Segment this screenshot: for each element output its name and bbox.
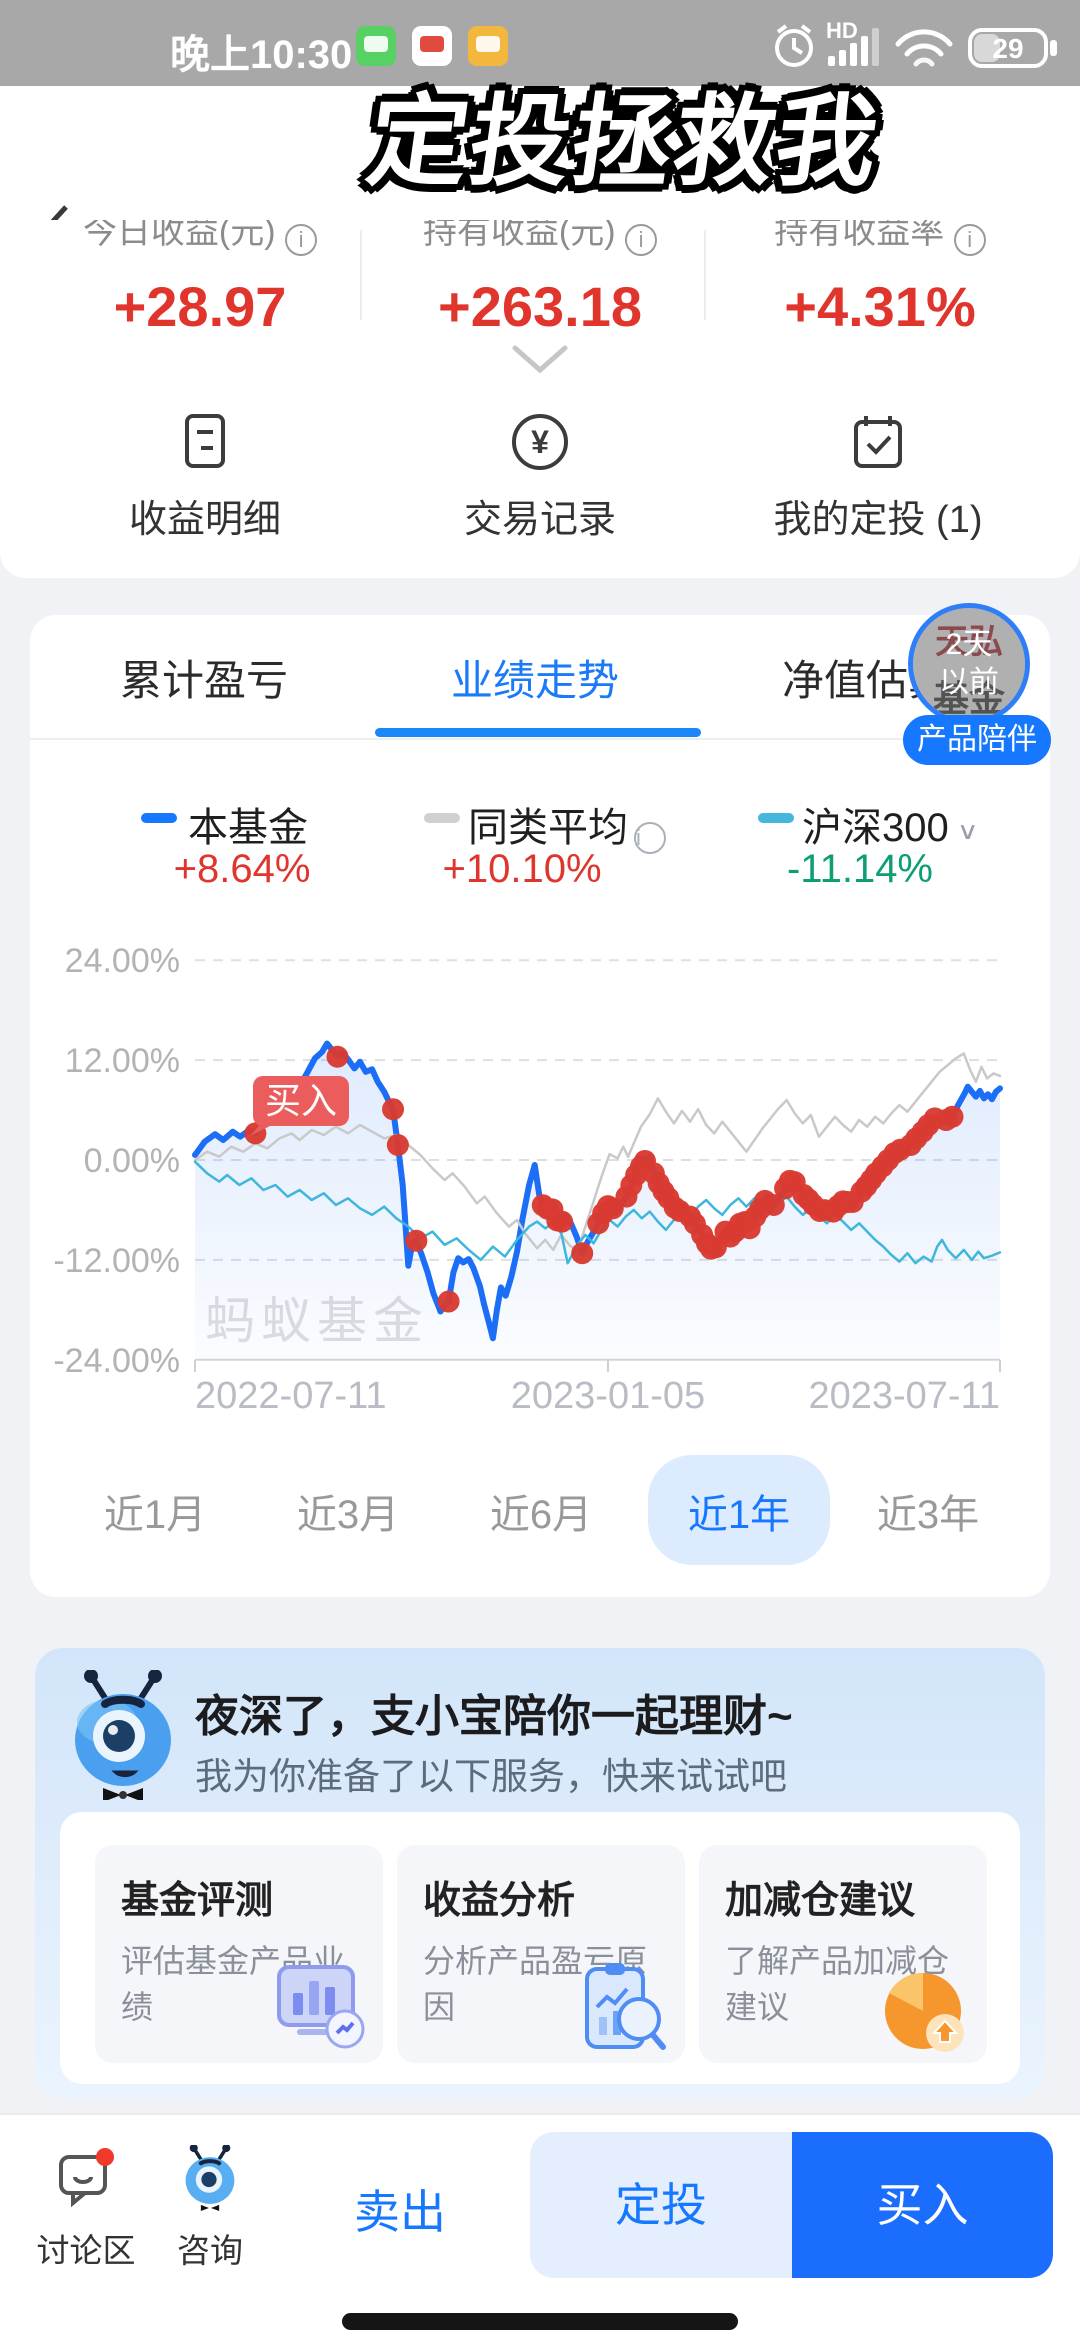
service-profit-analysis[interactable]: 收益分析 分析产品盈亏原因 bbox=[397, 1845, 685, 2063]
assistant-robot-avatar bbox=[75, 1670, 171, 1800]
divider bbox=[30, 738, 1050, 740]
svg-text:2022-07-11: 2022-07-11 bbox=[195, 1375, 387, 1417]
assistant-card: 夜深了，支小宝陪你一起理财~ 我为你准备了以下服务，快来试试吧 基金评测 评估基… bbox=[35, 1648, 1045, 2098]
stat-holding-yield: 持有收益率 i +4.31% bbox=[700, 220, 1060, 338]
stat-holding-profit: 持有收益(元) i +263.18 bbox=[360, 220, 720, 338]
active-tab-underline bbox=[375, 728, 701, 737]
product-companion-pill[interactable]: 产品陪伴 bbox=[903, 715, 1051, 765]
buy-tag: 买入 bbox=[265, 1080, 337, 1121]
svg-text:2023-01-05: 2023-01-05 bbox=[511, 1375, 705, 1417]
stat-today-profit: 今日收益(元) i +28.97 bbox=[20, 220, 380, 338]
legend-name-fund: 本基金 bbox=[188, 806, 308, 850]
legend-dash-index bbox=[758, 813, 794, 823]
status-time: 晚上10:30 bbox=[170, 33, 353, 77]
divider bbox=[704, 230, 706, 320]
service-fund-evaluation[interactable]: 基金评测 评估基金产品业绩 bbox=[95, 1845, 383, 2063]
action-transaction-record[interactable]: ¥ 交易记录 bbox=[410, 410, 670, 543]
performance-line-chart[interactable]: 24.00% 12.00% 0.00% -12.00% -24.00% 2022-07-1… bbox=[0, 930, 1080, 1435]
range-3y[interactable]: 近3年 bbox=[876, 1493, 980, 1537]
my-aip-icon bbox=[748, 410, 1008, 474]
consult-robot-icon bbox=[185, 2143, 235, 2211]
legend-name-peer: 同类平均 i bbox=[468, 795, 666, 854]
info-icon[interactable]: i bbox=[634, 822, 666, 854]
info-icon[interactable]: i bbox=[953, 224, 986, 256]
legend-value-peer: +10.10% bbox=[442, 847, 602, 891]
info-icon[interactable]: i bbox=[285, 224, 318, 256]
range-1m[interactable]: 近1月 bbox=[103, 1493, 207, 1537]
svg-text:0.00%: 0.00% bbox=[84, 1142, 180, 1180]
stat-value: +263.18 bbox=[438, 275, 642, 338]
fund-evaluation-icon bbox=[277, 1965, 365, 2049]
tab-performance-trend[interactable]: 业绩走势 bbox=[451, 657, 620, 704]
aip-button[interactable]: 定投 bbox=[530, 2132, 792, 2278]
note-notification-icon bbox=[468, 26, 508, 66]
signal-icon bbox=[828, 28, 879, 66]
svg-text:2023-07-11: 2023-07-11 bbox=[808, 1375, 1000, 1417]
bottom-bar: 讨论区 咨询 卖出 定投 买入 bbox=[0, 2113, 1080, 2342]
svg-text:-12.00%: -12.00% bbox=[53, 1242, 180, 1280]
legend-value-index: -11.14% bbox=[786, 847, 933, 891]
svg-text:-24.00%: -24.00% bbox=[53, 1342, 180, 1380]
expand-chevron[interactable] bbox=[0, 340, 1080, 400]
legend-dash-peer bbox=[424, 813, 460, 823]
home-indicator[interactable] bbox=[342, 2313, 738, 2330]
tab-cumulative-pnl[interactable]: 累计盈亏 bbox=[120, 657, 289, 704]
badge-time-overlay: 2天 以前 bbox=[913, 608, 1025, 720]
wifi-icon bbox=[895, 29, 953, 67]
position-advice-icon bbox=[885, 1972, 964, 2052]
status-icons: HD 29 bbox=[775, 18, 1057, 68]
svg-text:24.00%: 24.00% bbox=[65, 942, 180, 980]
consult-button[interactable]: 咨询 bbox=[150, 2143, 270, 2272]
action-profit-detail[interactable]: 收益明细 bbox=[75, 410, 335, 543]
battery-icon: 29 bbox=[968, 28, 1057, 68]
discussion-icon bbox=[59, 2148, 114, 2208]
hd-label: HD bbox=[826, 18, 858, 43]
divider bbox=[360, 230, 362, 320]
range-1y[interactable]: 近1年 bbox=[687, 1493, 791, 1537]
svg-text:29: 29 bbox=[992, 33, 1023, 64]
chevron-down-icon: ∨ bbox=[956, 818, 979, 845]
legend-name-index[interactable]: 沪深300 ∨ bbox=[802, 806, 979, 850]
assistant-title: 夜深了，支小宝陪你一起理财~ bbox=[195, 1692, 793, 1741]
info-icon[interactable]: i bbox=[625, 224, 658, 256]
assistant-services-panel: 基金评测 评估基金产品业绩 收益分析 分析产品盈亏原因 bbox=[60, 1812, 1020, 2084]
profit-analysis-icon bbox=[585, 1963, 666, 2050]
range-3m[interactable]: 近3月 bbox=[296, 1493, 400, 1537]
svg-text:12.00%: 12.00% bbox=[65, 1042, 180, 1080]
stat-value: +4.31% bbox=[784, 275, 976, 338]
overlay-meme-text: 定投拯救我 bbox=[357, 82, 891, 202]
legend-dash-fund bbox=[141, 813, 177, 823]
range-6m[interactable]: 近6月 bbox=[489, 1493, 593, 1537]
wechat-notification-icon bbox=[356, 26, 396, 66]
assistant-subtitle: 我为你准备了以下服务，快来试试吧 bbox=[195, 1756, 787, 1797]
fund-company-avatar[interactable]: 天弘 基金 2天 以前 bbox=[908, 603, 1030, 725]
stat-value: +28.97 bbox=[113, 275, 287, 338]
alarm-icon bbox=[775, 24, 813, 67]
performance-card: 累计盈亏 业绩走势 净值估算 天弘 基金 2天 以前 产品陪伴 本基金 +8.6… bbox=[30, 603, 1051, 1597]
service-position-advice[interactable]: 加减仓建议 了解产品加减仓建议 bbox=[699, 1845, 987, 2063]
profit-detail-icon bbox=[75, 410, 335, 474]
buy-button[interactable]: 买入 bbox=[792, 2132, 1053, 2278]
transaction-record-icon: ¥ bbox=[410, 410, 670, 474]
status-bar: 晚上10:30 HD 29 bbox=[0, 0, 1080, 86]
stats-card: 今日收益(元) i +28.97 持有收益(元) i +263.18 持有收益率… bbox=[0, 220, 1080, 578]
legend-value-fund: +8.64% bbox=[173, 847, 311, 891]
discussion-button[interactable]: 讨论区 bbox=[26, 2145, 146, 2272]
app-notification-icon bbox=[412, 26, 452, 66]
sell-button[interactable]: 卖出 bbox=[354, 2186, 446, 2238]
range-active-background bbox=[648, 1455, 830, 1565]
action-my-aip[interactable]: 我的定投 (1) bbox=[748, 410, 1008, 543]
svg-text:¥: ¥ bbox=[531, 424, 549, 460]
